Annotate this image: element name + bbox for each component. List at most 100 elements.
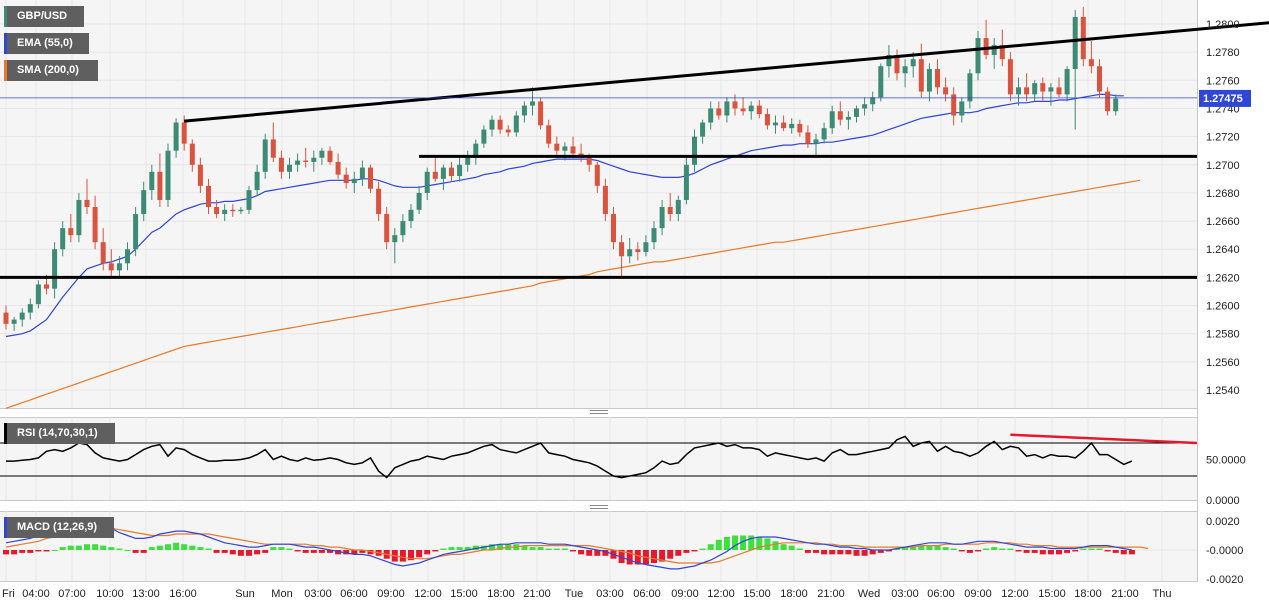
candle [1016, 77, 1021, 106]
candle-body [546, 125, 552, 144]
macd-histogram-bar [327, 550, 333, 553]
macd-histogram-bar [11, 550, 18, 555]
candle [3, 305, 9, 330]
macd-histogram-bar [1120, 550, 1127, 555]
candle-body [278, 157, 284, 172]
candle-body [238, 209, 244, 212]
macd-histogram-bar [804, 550, 811, 553]
candle-body [1016, 87, 1021, 95]
macd-histogram-bar [966, 550, 973, 553]
candle [214, 199, 220, 219]
candle-body [943, 87, 949, 95]
candle [740, 97, 746, 116]
macd-histogram-bar [1088, 548, 1095, 550]
legend-rsi[interactable]: RSI (14,70,30,1) [4, 423, 115, 444]
candle-body [700, 122, 706, 137]
candle [894, 49, 900, 81]
macd-histogram-bar [578, 550, 585, 555]
candle [457, 157, 463, 182]
candle-body [708, 108, 714, 123]
time-tick-label: 15:00 [1038, 588, 1066, 600]
candle-body [27, 304, 33, 313]
candle-body [959, 101, 965, 116]
candle [319, 147, 325, 165]
legend-symbol[interactable]: GBP/USD [4, 6, 84, 27]
candle-body [440, 167, 446, 179]
candle [748, 101, 754, 120]
macd-histogram-bar [780, 544, 787, 550]
candle [133, 207, 139, 257]
candle-body [513, 115, 519, 133]
main-pane-bg [0, 0, 1197, 408]
macd-histogram-bar [707, 544, 714, 550]
candle-body [68, 228, 74, 236]
legend-ema-swatch [4, 33, 7, 54]
candle [546, 119, 552, 148]
macd-histogram-bar [723, 536, 730, 550]
macd-histogram-bar [497, 544, 504, 550]
macd-histogram-bar [545, 548, 552, 550]
candle-body [910, 59, 916, 67]
macd-histogram-bar [262, 550, 269, 553]
candle [295, 153, 301, 172]
candle [60, 221, 66, 257]
legend-macd[interactable]: MACD (12,26,9) [4, 517, 114, 538]
candle-body [926, 69, 932, 92]
candle [238, 207, 244, 215]
macd-histogram-bar [756, 536, 763, 550]
candle [440, 164, 446, 191]
macd-histogram-bar [472, 545, 479, 550]
legend-ema[interactable]: EMA (55,0) [4, 33, 89, 54]
candle [68, 214, 74, 243]
time-tick-label: 03:00 [891, 588, 919, 600]
candle-body [667, 207, 673, 215]
legend-sma[interactable]: SMA (200,0) [4, 60, 98, 81]
macd-histogram-bar [691, 550, 698, 552]
candle [327, 146, 333, 165]
macd-histogram-bar [853, 550, 860, 556]
candle [35, 280, 41, 309]
candle-body [465, 157, 471, 165]
macd-histogram-bar [343, 550, 350, 555]
candle-body [432, 171, 438, 179]
macd-histogram-bar [408, 550, 414, 561]
macd-histogram-bar [1023, 550, 1030, 553]
macd-histogram-bar [148, 547, 155, 550]
candle-body [287, 164, 292, 172]
macd-histogram-bar [586, 550, 593, 556]
candle-body [1056, 87, 1062, 95]
candle [797, 119, 803, 137]
candle-body [683, 164, 689, 200]
candle [813, 133, 819, 158]
candle-body [84, 199, 90, 207]
candle-body [813, 139, 819, 144]
candle [497, 115, 503, 134]
candle [92, 195, 98, 250]
candle [206, 178, 211, 215]
candle-body [773, 122, 778, 126]
pane-resize-handle-rsi[interactable] [590, 410, 608, 414]
candle [570, 136, 576, 158]
candle [538, 97, 544, 130]
macd-histogram-bar [43, 550, 50, 552]
time-tick-label: 21:00 [1111, 588, 1139, 600]
macd-histogram-bar [318, 550, 325, 553]
candle-body [789, 123, 795, 129]
candle [594, 161, 600, 193]
macd-histogram-bar [432, 550, 439, 552]
candle [335, 153, 341, 179]
time-tick-label: 12:00 [414, 588, 442, 600]
price-tick-label: 1.2660 [1206, 216, 1240, 228]
macd-histogram-bar [537, 547, 544, 550]
pane-resize-handle-macd[interactable] [590, 505, 608, 509]
macd-histogram-bar [1080, 548, 1087, 550]
candle-body [254, 171, 260, 191]
candle-body [157, 171, 163, 200]
candle [975, 31, 981, 81]
macd-histogram-bar [489, 544, 495, 550]
candle-body [230, 209, 236, 212]
macd-histogram-bar [165, 544, 171, 550]
macd-histogram-bar [602, 550, 609, 556]
candle-body [602, 185, 608, 215]
macd-histogram-bar [829, 550, 836, 555]
